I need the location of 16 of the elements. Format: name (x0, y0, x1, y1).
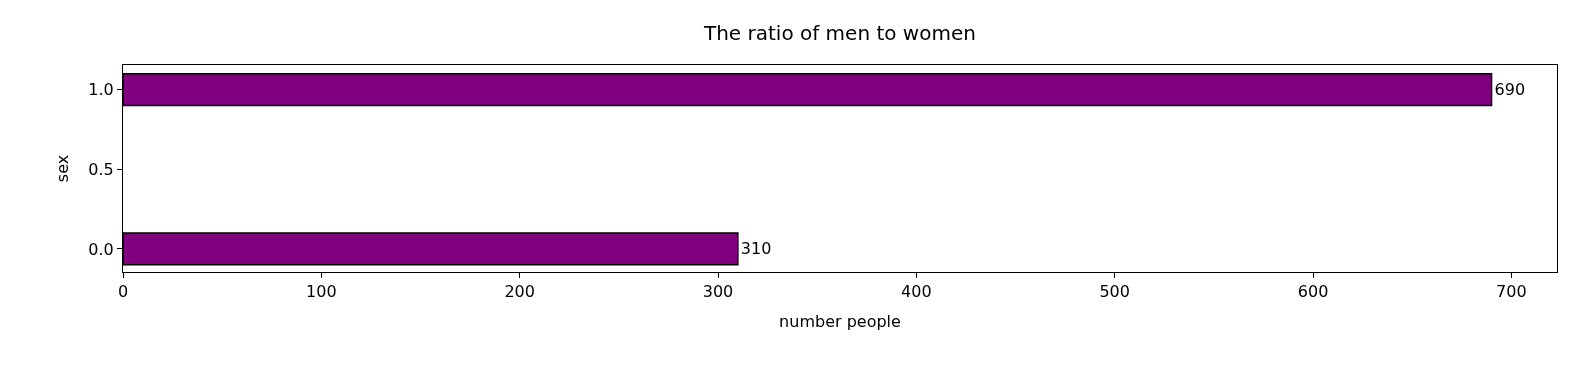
x-tick-label: 500 (1099, 282, 1130, 302)
y-axis-title: sex (53, 154, 73, 183)
x-axis-title: number people (779, 312, 901, 331)
x-tick-label: 300 (702, 282, 734, 302)
y-tick-label: 0.5 (88, 159, 114, 179)
data-label: 690 (1494, 80, 1526, 100)
x-tick-label: 600 (1297, 282, 1329, 302)
data-label: 310 (740, 239, 772, 259)
chart-title: The ratio of men to women (702, 21, 976, 46)
x-tick-label: 0 (117, 282, 129, 302)
x-tick-label: 400 (901, 282, 932, 302)
x-tick-label: 200 (504, 282, 535, 302)
x-tick-label: 700 (1496, 282, 1527, 302)
y-tick-label: 1.0 (88, 80, 114, 100)
y-tick-label: 0.0 (88, 239, 114, 259)
x-tick-label: 100 (306, 282, 337, 302)
